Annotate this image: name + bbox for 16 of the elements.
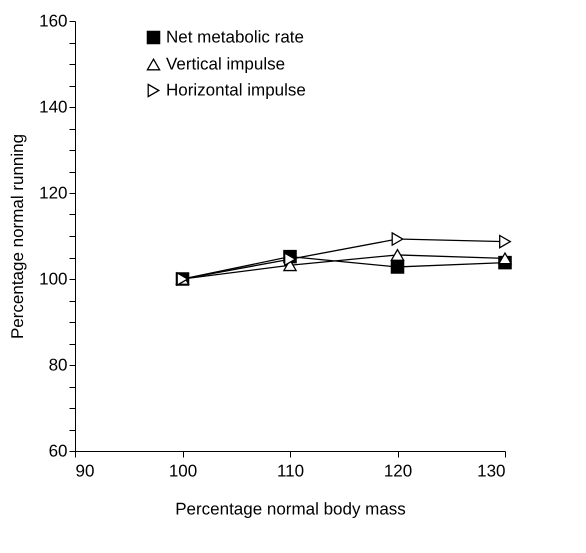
y-axis-title: Percentage normal running xyxy=(8,134,28,340)
y-tick-label: 60 xyxy=(48,442,68,460)
legend-label: Horizontal impulse xyxy=(166,80,306,100)
x-tick-label: 110 xyxy=(276,462,304,480)
legend-label: Vertical impulse xyxy=(166,54,286,74)
y-tick-label: 140 xyxy=(39,98,68,116)
y-tick-label: 80 xyxy=(48,356,68,374)
legend-label: Net metabolic rate xyxy=(166,28,304,46)
y-tick-label: 160 xyxy=(39,12,68,30)
x-tick-label: 90 xyxy=(76,462,94,480)
x-tick-label: 120 xyxy=(384,462,412,480)
x-tick-label: 130 xyxy=(477,462,506,480)
x-axis-title: Percentage normal body mass xyxy=(175,500,406,518)
y-tick-label: 120 xyxy=(39,184,68,202)
y-tick-label: 100 xyxy=(39,270,68,288)
x-tick-label: 100 xyxy=(168,462,198,480)
